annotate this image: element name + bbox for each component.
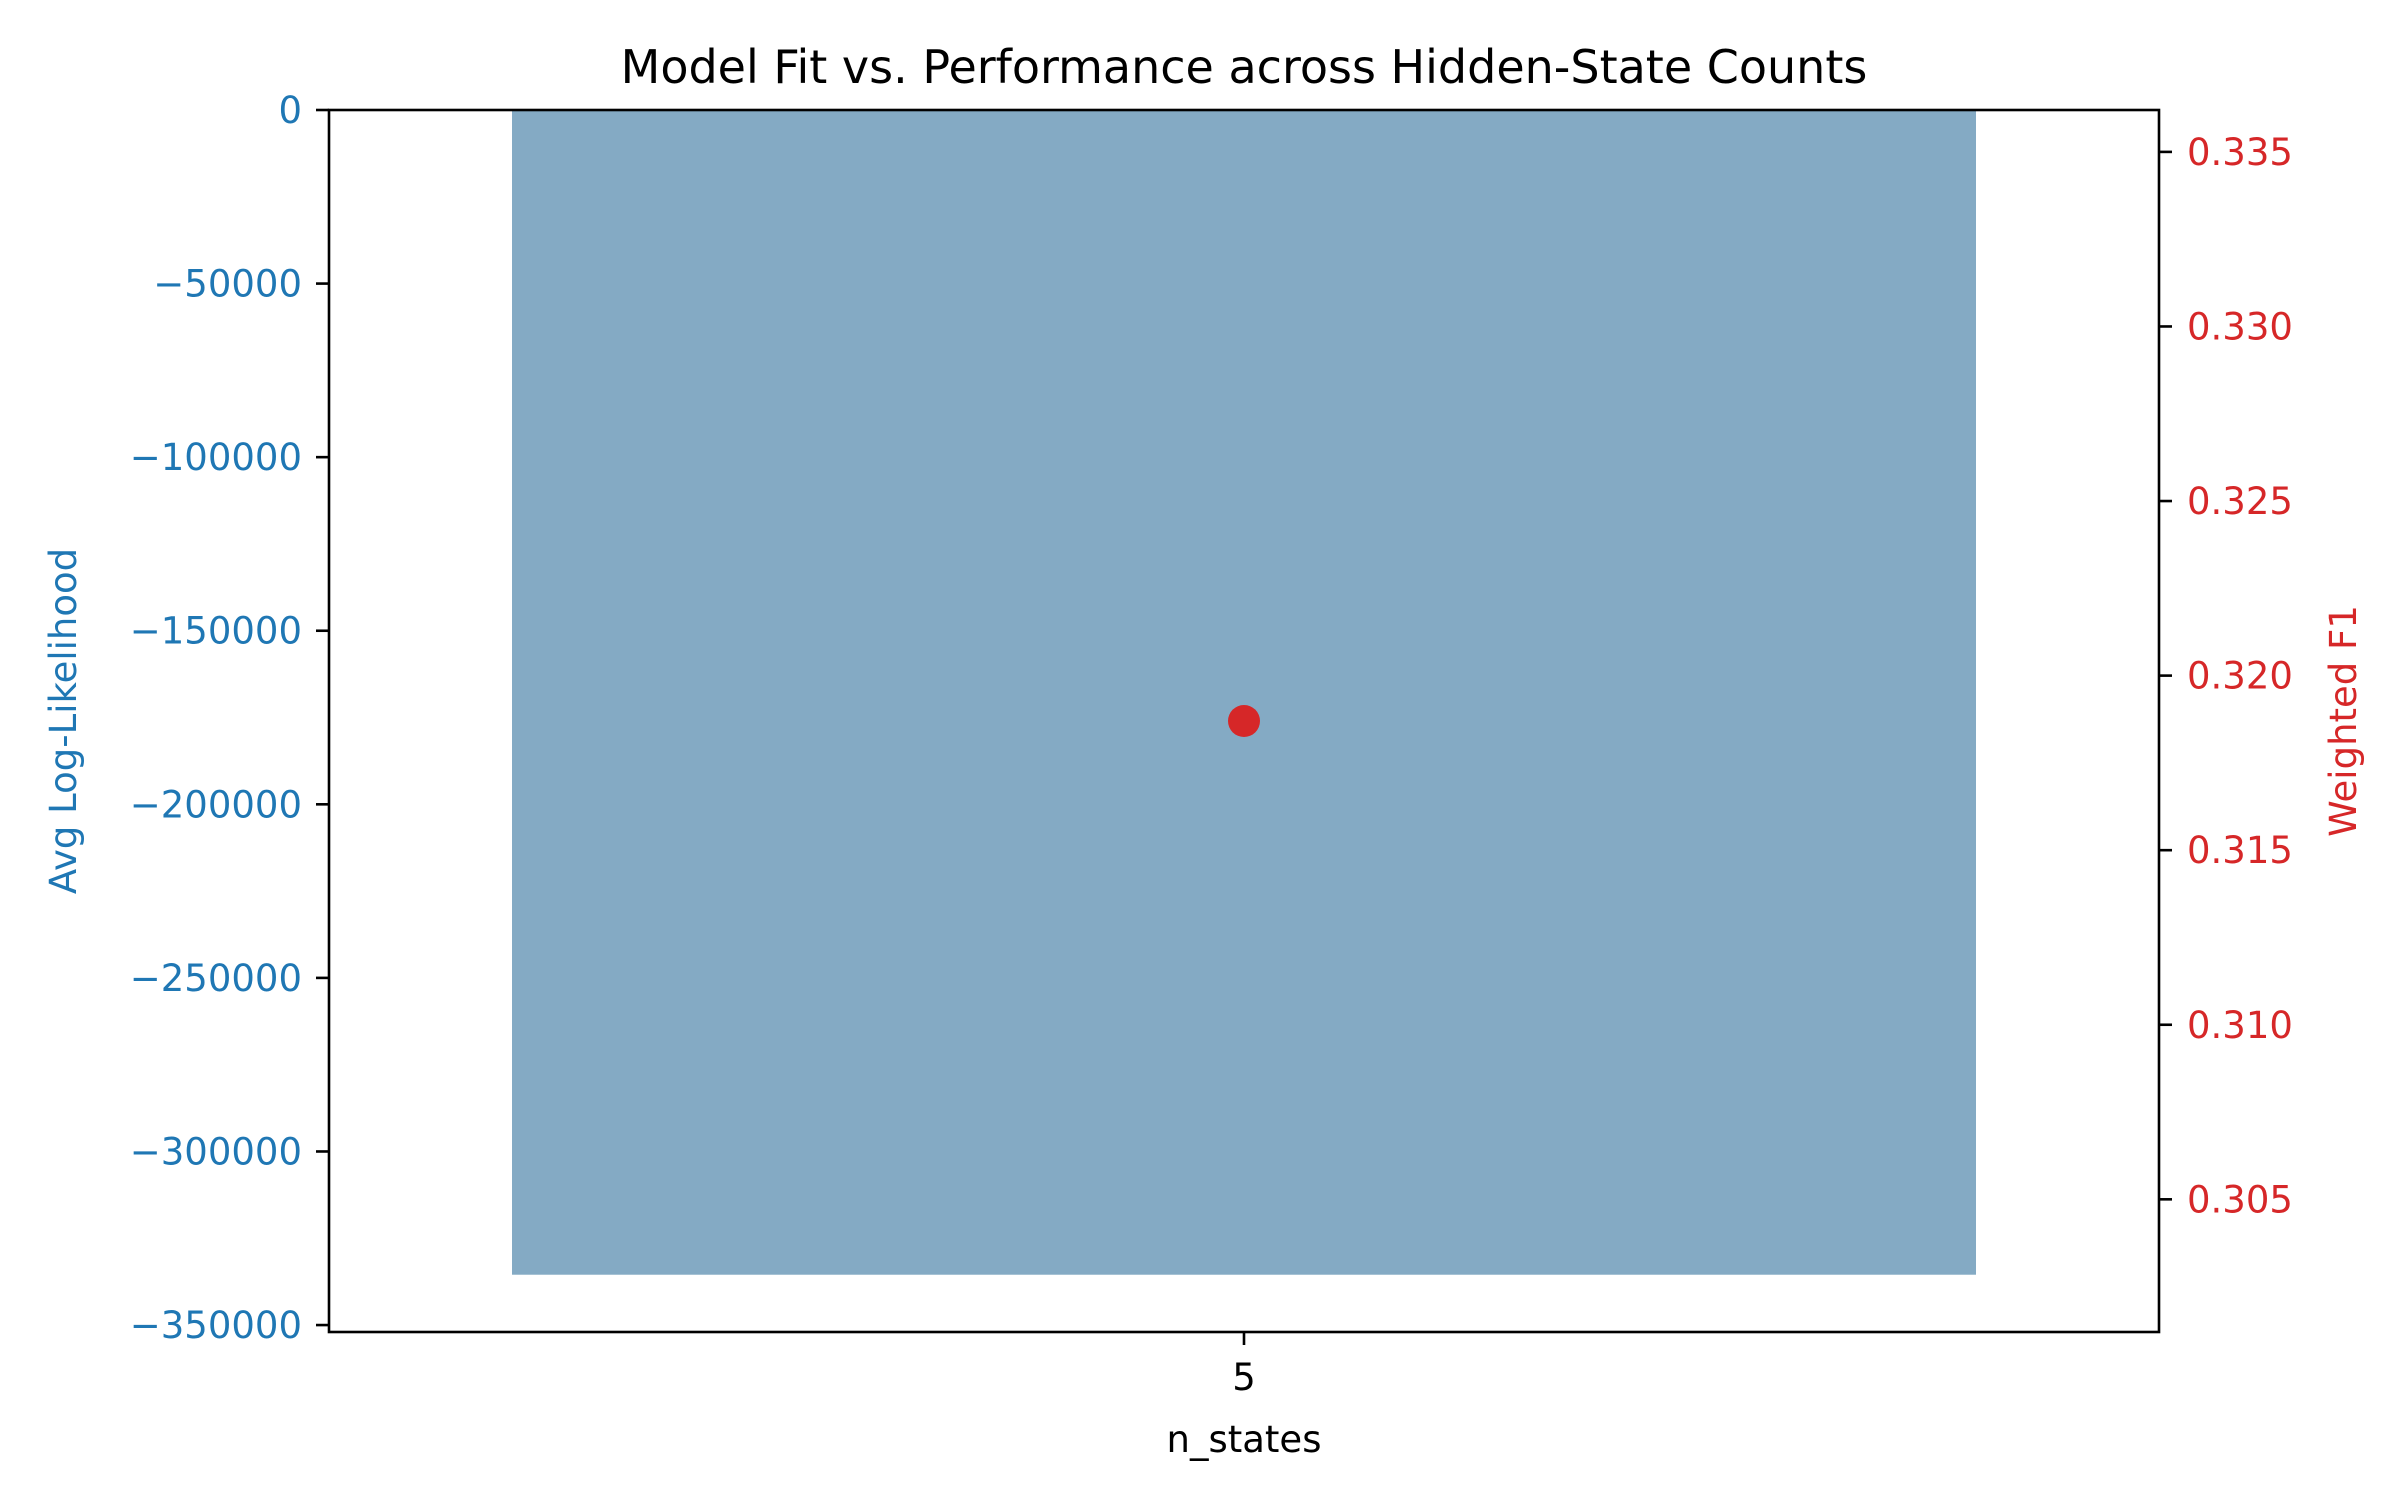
left-tick-label: 0	[278, 89, 302, 132]
chart-title: Model Fit vs. Performance across Hidden-…	[621, 40, 1868, 94]
x-tick-label: 5	[1232, 1356, 1256, 1399]
left-tick-label: −250000	[130, 957, 302, 1000]
right-tick-label: 0.305	[2187, 1178, 2293, 1221]
right-tick-label: 0.310	[2187, 1004, 2293, 1047]
left-tick-label: −300000	[130, 1130, 302, 1173]
right-axis: 0.305 0.310 0.315 0.320 0.325 0.330 0.335	[2159, 131, 2293, 1221]
left-tick-label: −50000	[153, 263, 302, 306]
right-tick-label: 0.325	[2187, 480, 2293, 523]
right-tick-label: 0.335	[2187, 131, 2293, 174]
left-tick-label: −200000	[130, 783, 302, 826]
right-tick-label: 0.315	[2187, 829, 2293, 872]
left-tick-label: −150000	[130, 610, 302, 653]
left-tick-label: −100000	[130, 436, 302, 479]
left-axis: 0 −50000 −100000 −150000 −200000 −250000 −3000…	[130, 89, 329, 1347]
f1-point-5	[1228, 705, 1260, 737]
bar-layer	[512, 110, 1976, 1275]
right-tick-label: 0.320	[2187, 655, 2293, 698]
x-axis: 5	[1232, 1332, 1256, 1399]
x-axis-label: n_states	[1167, 1418, 1322, 1461]
right-axis-label: Weighted F1	[2322, 605, 2365, 837]
point-layer	[1228, 705, 1260, 737]
bar-5	[512, 110, 1976, 1275]
right-tick-label: 0.330	[2187, 305, 2293, 348]
left-tick-label: −350000	[130, 1304, 302, 1347]
left-axis-label: Avg Log-Likelihood	[42, 548, 85, 894]
